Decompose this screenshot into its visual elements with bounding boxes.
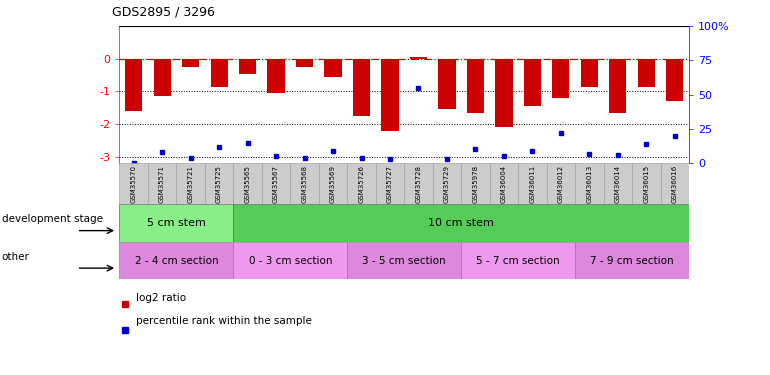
Text: 3 - 5 cm section: 3 - 5 cm section (363, 256, 446, 266)
Text: 5 - 7 cm section: 5 - 7 cm section (477, 256, 560, 266)
Text: GSM35569: GSM35569 (330, 165, 336, 203)
Bar (518, 163, 547, 204)
Bar (324, 59, 342, 77)
Bar (461, 242, 575, 279)
Text: GSM36014: GSM36014 (615, 165, 621, 203)
Text: GSM35729: GSM35729 (444, 165, 450, 203)
Text: GSM36011: GSM36011 (530, 165, 535, 204)
Bar (119, 204, 233, 242)
Bar (153, 59, 171, 96)
Bar (604, 163, 632, 204)
Bar (666, 59, 684, 101)
Bar (381, 59, 399, 130)
Bar (632, 163, 661, 204)
Text: GSM36012: GSM36012 (558, 165, 564, 203)
Bar (148, 163, 176, 204)
Text: GSM36016: GSM36016 (672, 165, 678, 204)
Bar (347, 242, 461, 279)
Text: log2 ratio: log2 ratio (136, 293, 186, 303)
Bar (376, 163, 404, 204)
Bar (125, 59, 142, 111)
Bar (176, 163, 205, 204)
Bar (233, 204, 689, 242)
Bar (205, 163, 233, 204)
Bar (267, 59, 285, 93)
Bar (290, 163, 319, 204)
Bar (353, 59, 370, 116)
Text: GSM36015: GSM36015 (644, 165, 649, 203)
Bar (433, 163, 461, 204)
Text: GSM35565: GSM35565 (245, 165, 250, 203)
Text: percentile rank within the sample: percentile rank within the sample (136, 316, 312, 326)
Text: GSM35726: GSM35726 (359, 165, 364, 203)
Text: GSM35571: GSM35571 (159, 165, 165, 203)
Bar (296, 59, 313, 67)
Text: 2 - 4 cm section: 2 - 4 cm section (135, 256, 218, 266)
Bar (347, 163, 376, 204)
Text: GSM35567: GSM35567 (273, 165, 279, 203)
Bar (239, 59, 256, 74)
Text: GSM36013: GSM36013 (587, 165, 592, 204)
Bar (233, 242, 347, 279)
Text: GSM36004: GSM36004 (501, 165, 507, 203)
Bar (547, 163, 575, 204)
Text: development stage: development stage (2, 214, 102, 224)
Bar (609, 59, 627, 112)
Bar (119, 163, 148, 204)
Text: GSM35725: GSM35725 (216, 165, 222, 203)
Text: 10 cm stem: 10 cm stem (428, 218, 494, 228)
Text: GSM35568: GSM35568 (302, 165, 307, 203)
Text: 0 - 3 cm section: 0 - 3 cm section (249, 256, 332, 266)
Bar (262, 163, 290, 204)
Bar (210, 59, 228, 87)
Bar (661, 163, 689, 204)
Text: GSM35570: GSM35570 (131, 165, 136, 203)
Bar (182, 59, 199, 67)
Bar (490, 163, 518, 204)
Text: GSM35978: GSM35978 (473, 165, 478, 203)
Bar (319, 163, 347, 204)
Bar (495, 59, 513, 127)
Text: GSM35728: GSM35728 (416, 165, 421, 203)
Bar (404, 163, 433, 204)
Bar (575, 163, 604, 204)
Bar (638, 59, 655, 87)
Text: other: other (2, 252, 29, 262)
Bar (581, 59, 598, 87)
Text: 5 cm stem: 5 cm stem (147, 218, 206, 228)
Bar (233, 163, 262, 204)
Bar (438, 59, 456, 110)
Bar (467, 59, 484, 112)
Bar (552, 59, 570, 98)
Bar (119, 242, 233, 279)
Bar (524, 59, 541, 106)
Text: 7 - 9 cm section: 7 - 9 cm section (591, 256, 674, 266)
Bar (410, 57, 427, 59)
Text: GSM35727: GSM35727 (387, 165, 393, 203)
Text: GDS2895 / 3296: GDS2895 / 3296 (112, 6, 215, 19)
Bar (461, 163, 490, 204)
Text: GSM35721: GSM35721 (188, 165, 193, 203)
Bar (575, 242, 689, 279)
